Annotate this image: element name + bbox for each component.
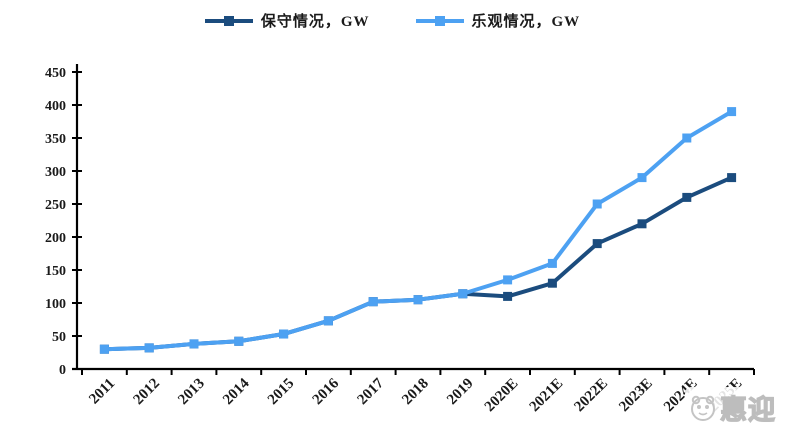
legend-item-optimistic: 乐观情况，GW <box>415 10 581 31</box>
data-point-marker <box>727 107 737 117</box>
legend-label-conservative: 保守情况，GW <box>260 14 370 30</box>
data-point-marker <box>413 295 423 305</box>
data-point-marker <box>503 275 513 285</box>
data-point-marker <box>682 192 692 202</box>
x-axis-label: 2014 <box>220 375 253 408</box>
y-axis-label: 400 <box>45 99 66 114</box>
watermark: 惠迎 <box>685 387 779 428</box>
y-axis-label: 450 <box>45 66 66 81</box>
y-axis-label: 200 <box>45 231 66 246</box>
legend-marker-conservative-icon <box>204 15 253 26</box>
data-point-marker <box>637 173 647 183</box>
data-point-marker <box>592 199 602 209</box>
chart-legend: 保守情况，GW 乐观情况，GW <box>0 10 785 31</box>
x-axis-label: 2019 <box>444 376 477 409</box>
series-line <box>102 175 734 352</box>
data-point-marker <box>727 173 737 183</box>
data-point-marker <box>368 297 378 307</box>
x-axis-label: 2020E <box>482 376 522 416</box>
data-point-marker <box>279 329 289 339</box>
legend-item-conservative: 保守情况，GW <box>204 10 370 31</box>
y-axis-label: 350 <box>45 132 66 147</box>
x-axis-label: 2017 <box>355 375 388 408</box>
data-point-marker <box>592 239 602 249</box>
data-point-marker <box>458 289 468 299</box>
x-axis-label: 2011 <box>86 376 118 408</box>
y-axis-label: 250 <box>45 198 66 213</box>
x-axis-label: 2021E <box>527 376 567 416</box>
x-axis-label: 2012 <box>131 376 164 409</box>
x-axis-label: 2016 <box>310 375 343 408</box>
x-axis-label: 2023E <box>616 376 656 416</box>
y-axis-label: 50 <box>52 330 66 345</box>
watermark-text: 惠迎 <box>719 394 776 425</box>
y-axis-label: 0 <box>59 363 66 378</box>
data-point-marker <box>682 133 692 143</box>
legend-label-optimistic: 乐观情况，GW <box>471 14 581 30</box>
legend-marker-optimistic-icon <box>415 15 464 26</box>
data-point-marker <box>323 316 333 326</box>
data-point-marker <box>637 219 647 229</box>
x-axis-label: 2015 <box>265 376 298 409</box>
x-axis-label: 2022E <box>571 376 611 416</box>
y-axis-label: 100 <box>45 297 66 312</box>
watermark-logo-icon <box>691 395 715 421</box>
x-axis-label: 2018 <box>399 376 432 409</box>
data-point-marker <box>503 291 513 301</box>
y-axis-label: 300 <box>45 165 66 180</box>
data-point-marker <box>547 278 557 288</box>
data-point-marker <box>189 339 199 349</box>
data-point-marker <box>99 344 109 354</box>
series-line <box>102 109 734 352</box>
x-axis-label: 2013 <box>175 376 208 409</box>
data-point-marker <box>547 258 557 268</box>
data-point-marker <box>144 343 154 353</box>
y-axis-label: 150 <box>45 264 66 279</box>
data-point-marker <box>234 336 244 346</box>
